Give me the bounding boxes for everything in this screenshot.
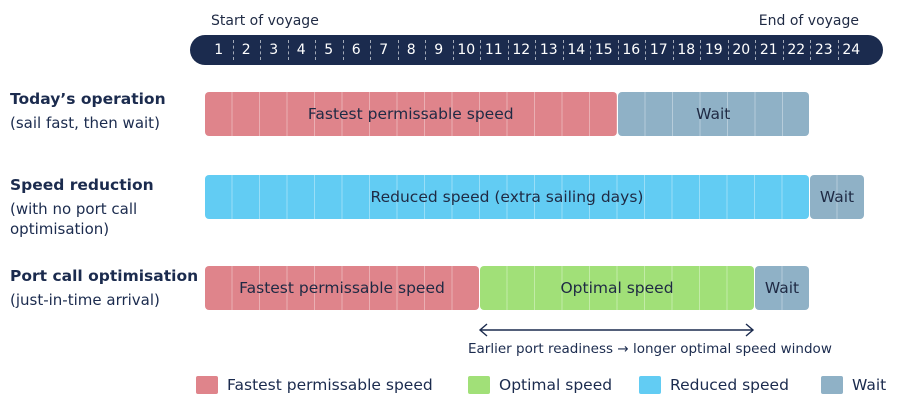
legend-swatch-reduced <box>639 376 661 394</box>
hour-separator <box>260 40 261 60</box>
row-subtitle-todays-operation: (sail fast, then wait) <box>10 114 160 132</box>
voyage-timeline: 1 2 3 4 5 6 7 8 9 10 11 12 13 14 15 16 17 18 19 20 21 22 23 24 <box>190 35 883 65</box>
hour-number-21: 21 <box>759 42 778 58</box>
hour-number-24: 24 <box>842 42 861 58</box>
legend-item-fastest: Fastest permissable speed <box>196 376 433 394</box>
hour-separator <box>755 40 756 60</box>
hour-separator <box>645 40 646 60</box>
hour-number-6: 6 <box>351 42 361 58</box>
optimal-window-caption: Earlier port readiness → longer optimal … <box>468 341 832 357</box>
hour-separator <box>507 40 509 60</box>
segment-wait: Wait <box>755 266 809 310</box>
hour-number-17: 17 <box>649 42 668 58</box>
legend-label-reduced: Reduced speed <box>670 376 789 394</box>
row-title-port-call-optimisation: Port call optimisation <box>10 267 199 285</box>
hour-separator <box>590 40 591 60</box>
row-title-todays-operation: Today’s operation <box>10 90 166 108</box>
segment-wait: Wait <box>617 92 809 136</box>
segment-optimal: Optimal speed <box>480 266 754 310</box>
row-title-speed-reduction: Speed reduction <box>10 176 154 194</box>
segment-fast: Fastest permissable speed <box>205 92 617 136</box>
hour-separator <box>672 40 674 60</box>
hour-separator <box>782 40 784 60</box>
hour-separator <box>562 40 564 60</box>
hour-number-23: 23 <box>814 42 833 58</box>
hour-number-19: 19 <box>704 42 723 58</box>
hour-number-14: 14 <box>567 42 586 58</box>
hour-separator <box>535 40 536 60</box>
hour-number-9: 9 <box>434 42 444 58</box>
hour-number-7: 7 <box>379 42 389 58</box>
optimal-window-arrow <box>478 322 755 338</box>
hour-number-22: 22 <box>787 42 806 58</box>
legend-item-optimal: Optimal speed <box>468 376 612 394</box>
hour-separator <box>370 40 371 60</box>
start-of-voyage-label: Start of voyage <box>211 13 319 29</box>
hour-number-12: 12 <box>512 42 531 58</box>
hour-number-3: 3 <box>269 42 279 58</box>
hour-separator <box>315 40 316 60</box>
hour-separator <box>617 40 619 60</box>
hour-number-4: 4 <box>296 42 306 58</box>
hour-number-8: 8 <box>406 42 416 58</box>
hour-separator <box>425 40 426 60</box>
hour-separator <box>287 40 289 60</box>
hour-number-16: 16 <box>622 42 641 58</box>
hour-separator <box>452 40 454 60</box>
end-of-voyage-label: End of voyage <box>758 13 859 29</box>
hour-separator <box>727 40 729 60</box>
hour-number-2: 2 <box>241 42 251 58</box>
legend-swatch-fastest <box>196 376 218 394</box>
hour-separator <box>342 40 344 60</box>
hour-separator <box>397 40 399 60</box>
row-subtitle-port-call-optimisation: (just-in-time arrival) <box>10 291 160 309</box>
legend-item-wait: Wait <box>821 376 886 394</box>
hour-number-13: 13 <box>539 42 558 58</box>
hour-number-11: 11 <box>484 42 503 58</box>
segment-wait: Wait <box>810 175 864 219</box>
hour-number-20: 20 <box>732 42 751 58</box>
legend-label-wait: Wait <box>852 376 887 394</box>
hour-number-10: 10 <box>457 42 476 58</box>
segment-fast: Fastest permissable speed <box>205 266 479 310</box>
legend-label-optimal: Optimal speed <box>499 376 613 394</box>
double-arrow-icon <box>478 323 755 337</box>
hour-separator <box>700 40 701 60</box>
hour-number-15: 15 <box>594 42 613 58</box>
legend-swatch-optimal <box>468 376 490 394</box>
hour-separator <box>837 40 839 60</box>
legend-swatch-wait <box>821 376 843 394</box>
hour-separator <box>810 40 811 60</box>
legend-item-reduced: Reduced speed <box>639 376 789 394</box>
hour-number-5: 5 <box>324 42 334 58</box>
legend-label-fastest: Fastest permissable speed <box>227 376 433 394</box>
hour-number-1: 1 <box>214 42 224 58</box>
hour-separator <box>480 40 481 60</box>
row-subtitle-speed-reduction: (with no port call optimisation) <box>10 200 138 238</box>
hour-number-18: 18 <box>677 42 696 58</box>
segment-reduced: Reduced speed (extra sailing days) <box>205 175 809 219</box>
hour-separator <box>232 40 234 60</box>
